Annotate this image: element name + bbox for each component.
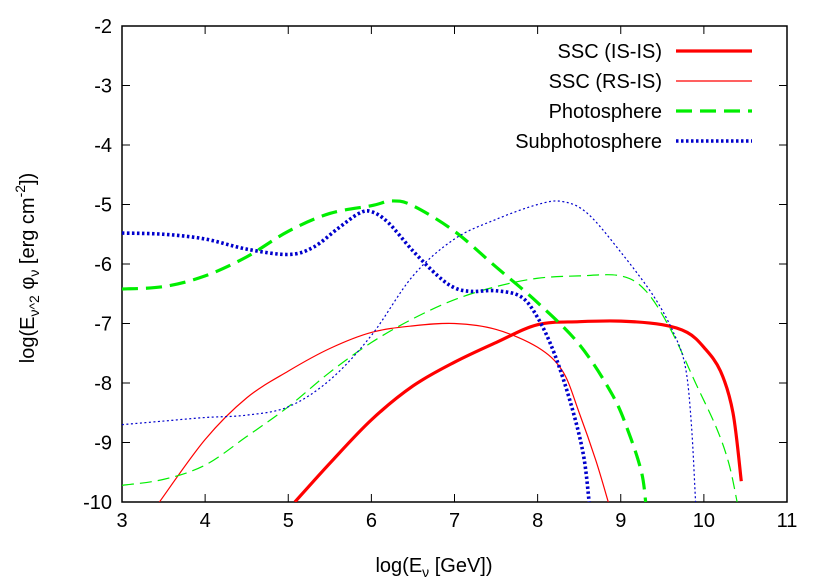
y-axis-title: log(Eν^2 φν [erg cm-2]) — [12, 173, 42, 364]
x-tick-label: 5 — [283, 510, 294, 532]
y-tick-label: -2 — [94, 16, 112, 38]
y-tick-label: -4 — [94, 135, 112, 157]
series-line-solid-thick-0 — [293, 319, 743, 502]
axis-ticks: 3 4 5 6 7 8 9 10 11 -10 -9 -8 -7 -6 -5 -4 -3 -2 — [83, 16, 797, 532]
legend-label: SSC (IS-IS) — [558, 41, 662, 63]
legend-label: Photosphere — [549, 101, 662, 123]
legend-label: SSC (RS-IS) — [549, 71, 662, 93]
x-tick-label: 9 — [615, 510, 626, 532]
legend: SSC (IS-IS) SSC (RS-IS) Photosphere Subphot… — [515, 41, 752, 153]
x-tick-label: 4 — [200, 510, 211, 532]
x-tick-label: 3 — [116, 510, 127, 532]
y-tick-label: -6 — [94, 254, 112, 276]
x-axis-title: log(Eν [GeV]) — [375, 555, 492, 580]
y-tick-label: -7 — [94, 314, 112, 336]
series-line-dashed-thin-3 — [122, 274, 738, 502]
x-tick-label: 11 — [777, 510, 798, 532]
y-tick-label: -3 — [94, 76, 112, 98]
plot-frame — [121, 25, 788, 503]
y-tick-label: -9 — [94, 433, 112, 455]
y-tick-label: -8 — [94, 373, 112, 395]
legend-label: Subphotosphere — [515, 131, 662, 153]
series-line-solid-thin-1 — [158, 322, 609, 502]
x-tick-label: 8 — [532, 510, 543, 532]
series-lines — [122, 199, 743, 502]
x-tick-label: 6 — [366, 510, 377, 532]
series-line-dotted-thick-4 — [122, 209, 591, 502]
plot-border — [121, 25, 788, 503]
y-tick-label: -10 — [83, 492, 112, 514]
x-tick-label: 7 — [449, 510, 460, 532]
x-tick-label: 10 — [693, 510, 715, 532]
y-tick-label: -5 — [94, 195, 112, 217]
series-line-dashed-thick-2 — [122, 199, 648, 502]
